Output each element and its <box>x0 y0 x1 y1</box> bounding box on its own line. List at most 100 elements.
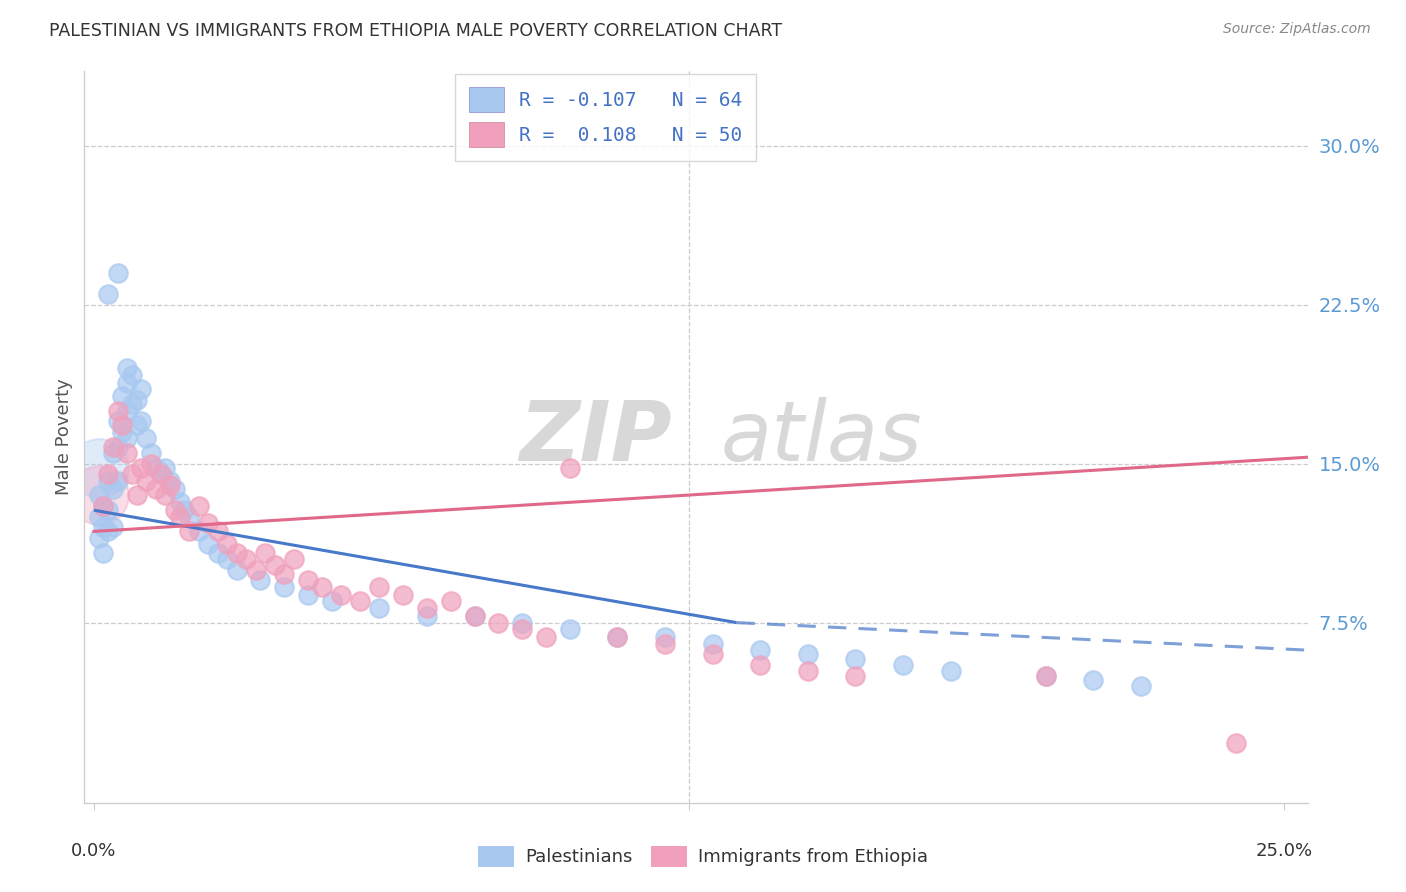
Point <box>149 467 172 482</box>
Point <box>844 651 866 665</box>
Point <box>187 524 209 539</box>
Point <box>125 488 148 502</box>
Point <box>510 615 533 630</box>
Point <box>87 488 110 502</box>
Point <box>173 503 195 517</box>
Point <box>125 418 148 433</box>
Point <box>197 537 219 551</box>
Point <box>93 520 115 534</box>
Point <box>225 546 247 560</box>
Point <box>131 460 153 475</box>
Point <box>87 531 110 545</box>
Point <box>159 477 181 491</box>
Point <box>111 418 134 433</box>
Point <box>416 600 439 615</box>
Point <box>321 594 343 608</box>
Point <box>488 615 510 630</box>
Y-axis label: Male Poverty: Male Poverty <box>55 379 73 495</box>
Point <box>235 552 257 566</box>
Point <box>558 622 581 636</box>
Point <box>139 446 162 460</box>
Point <box>169 509 191 524</box>
Point <box>297 573 319 587</box>
Point <box>163 503 186 517</box>
Point <box>368 600 391 615</box>
Point <box>115 361 138 376</box>
Point <box>797 665 820 679</box>
Point <box>107 266 129 280</box>
Point <box>97 524 120 539</box>
Point <box>273 566 295 581</box>
Text: Source: ZipAtlas.com: Source: ZipAtlas.com <box>1223 22 1371 37</box>
Point <box>97 287 120 301</box>
Legend: R = -0.107   N = 64, R =  0.108   N = 50: R = -0.107 N = 64, R = 0.108 N = 50 <box>456 74 756 161</box>
Point <box>654 631 676 645</box>
Point <box>177 509 200 524</box>
Point <box>217 537 239 551</box>
Point <box>101 440 124 454</box>
Point <box>844 668 866 682</box>
Point <box>145 482 167 496</box>
Point <box>115 431 138 445</box>
Point <box>93 499 115 513</box>
Point <box>349 594 371 608</box>
Point <box>187 499 209 513</box>
Point <box>654 637 676 651</box>
Point <box>87 460 110 475</box>
Point <box>254 546 277 560</box>
Text: 25.0%: 25.0% <box>1256 842 1312 860</box>
Point <box>97 474 120 488</box>
Point <box>330 588 353 602</box>
Point <box>1035 668 1057 682</box>
Point <box>702 648 724 662</box>
Point <box>225 563 247 577</box>
Point <box>749 643 772 657</box>
Point <box>749 658 772 673</box>
Point <box>1083 673 1105 687</box>
Point <box>101 482 124 496</box>
Point <box>149 467 172 482</box>
Point <box>107 414 129 428</box>
Point <box>159 474 181 488</box>
Point <box>169 494 191 508</box>
Point <box>702 637 724 651</box>
Legend: Palestinians, Immigrants from Ethiopia: Palestinians, Immigrants from Ethiopia <box>471 838 935 874</box>
Point <box>125 392 148 407</box>
Point <box>939 665 962 679</box>
Point <box>368 580 391 594</box>
Point <box>93 499 115 513</box>
Point <box>1130 679 1153 693</box>
Point <box>245 563 267 577</box>
Point <box>1035 668 1057 682</box>
Point <box>510 622 533 636</box>
Point <box>121 397 143 411</box>
Point <box>1225 736 1247 750</box>
Point <box>107 474 129 488</box>
Point <box>440 594 463 608</box>
Point <box>107 440 129 454</box>
Point <box>464 609 486 624</box>
Point <box>197 516 219 530</box>
Point <box>155 488 177 502</box>
Point <box>139 457 162 471</box>
Point <box>464 609 486 624</box>
Point <box>111 389 134 403</box>
Point <box>163 482 186 496</box>
Text: atlas: atlas <box>720 397 922 477</box>
Point <box>558 460 581 475</box>
Point <box>207 524 229 539</box>
Point <box>115 376 138 390</box>
Point <box>101 520 124 534</box>
Point <box>101 446 124 460</box>
Point <box>87 488 110 502</box>
Point <box>263 558 285 573</box>
Point <box>107 403 129 417</box>
Text: ZIP: ZIP <box>519 397 672 477</box>
Point <box>93 546 115 560</box>
Point <box>111 425 134 439</box>
Point <box>217 552 239 566</box>
Text: 0.0%: 0.0% <box>72 842 117 860</box>
Point <box>392 588 415 602</box>
Point <box>135 431 157 445</box>
Point <box>131 414 153 428</box>
